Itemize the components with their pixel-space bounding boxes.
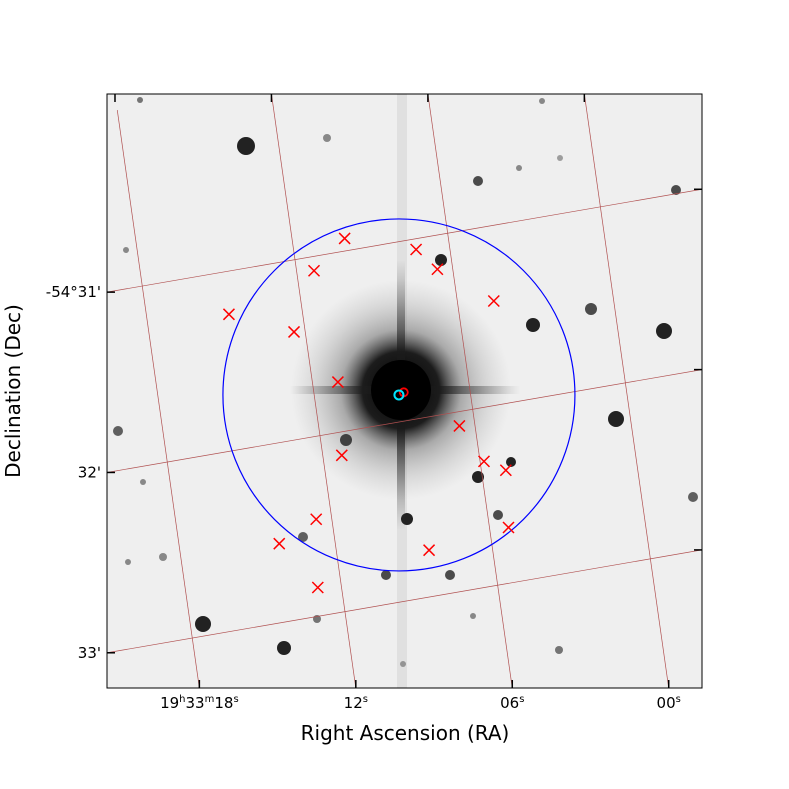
x-tick-label: 12s [344,694,368,712]
catalog-source-marker [335,449,348,462]
plot-frame [106,93,703,689]
y-tick-label: -54°31' [46,283,101,301]
catalog-source-marker [453,419,466,432]
dec-grid-line [107,188,702,293]
catalog-source-marker [310,513,323,526]
catalog-source-marker [410,243,423,256]
catalog-source-marker [487,294,500,308]
y-tick-label: 33' [78,644,101,662]
catalog-source-marker [338,232,351,245]
dec-grid-line [107,369,702,473]
sky-image [107,94,702,688]
search-radius-circle [222,218,576,572]
x-axis-label: Right Ascension (RA) [301,721,510,745]
catalog-source-marker [222,308,235,321]
catalog-source-marker [307,264,321,277]
catalog-source-marker [502,521,515,534]
catalog-source-marker [499,464,512,477]
catalog-source-marker [273,537,286,550]
y-axis-label: Declination (Dec) [1,304,25,478]
catalog-source-marker [311,581,324,594]
y-tick-label: 32' [78,463,101,481]
overlays [222,218,576,594]
catalog-source-marker [477,455,491,468]
x-tick-label: 06s [500,694,524,712]
axis-ticks [107,94,702,688]
catalog-source-marker [331,376,344,389]
dec-grid-line [107,549,702,654]
catalog-source-marker [431,263,444,276]
catalog-source-marker [423,544,436,557]
target-marker [393,389,405,401]
x-tick-label: 00s [657,694,681,712]
tick-labels: 19h33m18s 12s 06s 00s -54°31' 32' 33' [46,283,681,712]
x-tick-label: 19h33m18s [160,694,239,712]
coordinate-grid [107,94,702,688]
catalog-source-marker [287,325,301,338]
